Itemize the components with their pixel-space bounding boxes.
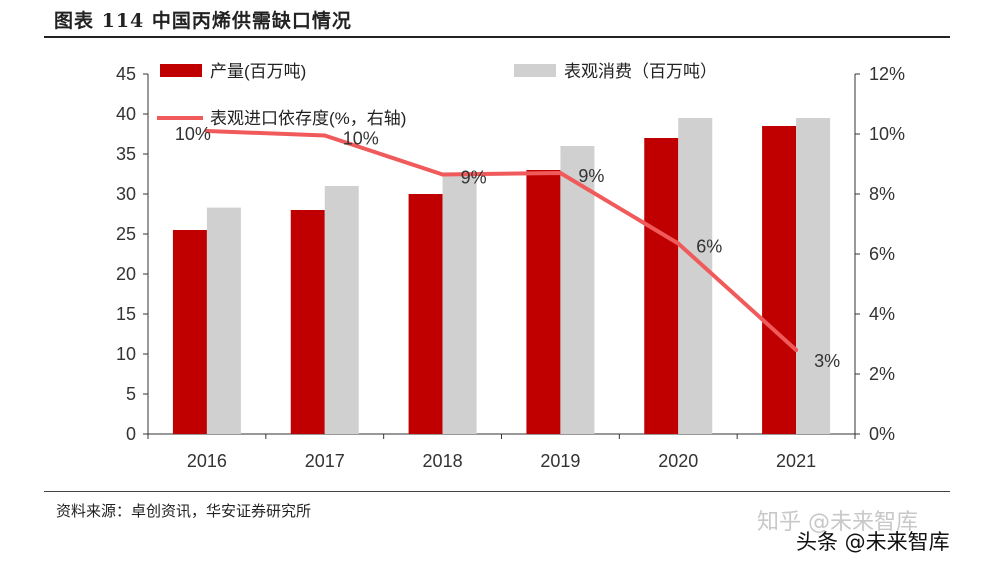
right-tick-label: 4%: [869, 304, 895, 324]
dependence-data-label: 3%: [814, 351, 840, 371]
toutiao-watermark: 头条 @未来智库: [796, 530, 950, 554]
footer-divider: [44, 491, 950, 492]
x-tick-label: 2017: [305, 451, 345, 471]
dependence-point: [794, 348, 799, 352]
source-note: 资料来源：卓创资讯，华安证券研究所: [56, 502, 312, 520]
chart-title: 图表 114 中国丙烯供需缺口情况: [54, 10, 352, 32]
right-tick-label: 10%: [869, 124, 905, 144]
production-bar: [644, 138, 679, 434]
production-bar: [172, 230, 207, 434]
x-tick-label: 2019: [540, 451, 580, 471]
consumption-bar: [324, 186, 359, 434]
production-bar: [408, 194, 443, 434]
consumption-bar: [442, 174, 477, 434]
left-tick-label: 15: [116, 304, 136, 324]
dependence-line: [206, 129, 798, 352]
dependence-data-label: 6%: [696, 237, 722, 257]
zhihu-watermark: 知乎 @未来智库: [757, 510, 918, 535]
legend-production-swatch: [160, 64, 202, 77]
production-bar: [762, 126, 797, 434]
left-tick-label: 20: [116, 264, 136, 284]
dependence-point: [558, 171, 563, 175]
x-tick-label: 2020: [658, 451, 698, 471]
left-tick-label: 0: [126, 424, 136, 444]
production-bar: [290, 210, 325, 434]
left-tick-label: 5: [126, 384, 136, 404]
x-tick-label: 2016: [187, 451, 227, 471]
right-tick-label: 0%: [869, 424, 895, 444]
dependence-data-label: 9%: [578, 166, 604, 186]
legend-production-label: 产量(百万吨): [210, 62, 306, 81]
right-tick-label: 6%: [869, 244, 895, 264]
x-tick-label: 2018: [423, 451, 463, 471]
production-bar: [526, 170, 561, 434]
right-tick-label: 2%: [869, 364, 895, 384]
consumption-bar: [206, 207, 241, 434]
right-tick-label: 12%: [869, 64, 905, 84]
dependence-point: [676, 241, 681, 246]
dependence-point: [440, 172, 445, 177]
dependence-data-label: 10%: [343, 129, 379, 149]
title-divider: [44, 36, 950, 38]
consumption-bar: [678, 118, 713, 434]
left-tick-label: 10: [116, 344, 136, 364]
consumption-bar: [796, 118, 831, 434]
left-tick-label: 35: [116, 144, 136, 164]
legend-consumption-swatch: [514, 64, 556, 77]
dependence-point: [322, 133, 327, 138]
x-tick-label: 2021: [776, 451, 816, 471]
left-tick-label: 25: [116, 224, 136, 244]
left-tick-label: 30: [116, 184, 136, 204]
legend-dependence-label: 表观进口依存度(%，右轴): [210, 109, 406, 128]
right-tick-label: 8%: [869, 184, 895, 204]
dependence-data-label: 9%: [461, 168, 487, 188]
left-tick-label: 40: [116, 104, 136, 124]
dependence-data-label: 10%: [175, 124, 211, 144]
left-tick-label: 45: [116, 64, 136, 84]
legend-consumption-label: 表观消费（百万吨）: [564, 62, 717, 81]
dependence-point: [204, 129, 209, 133]
consumption-bar: [560, 146, 595, 434]
